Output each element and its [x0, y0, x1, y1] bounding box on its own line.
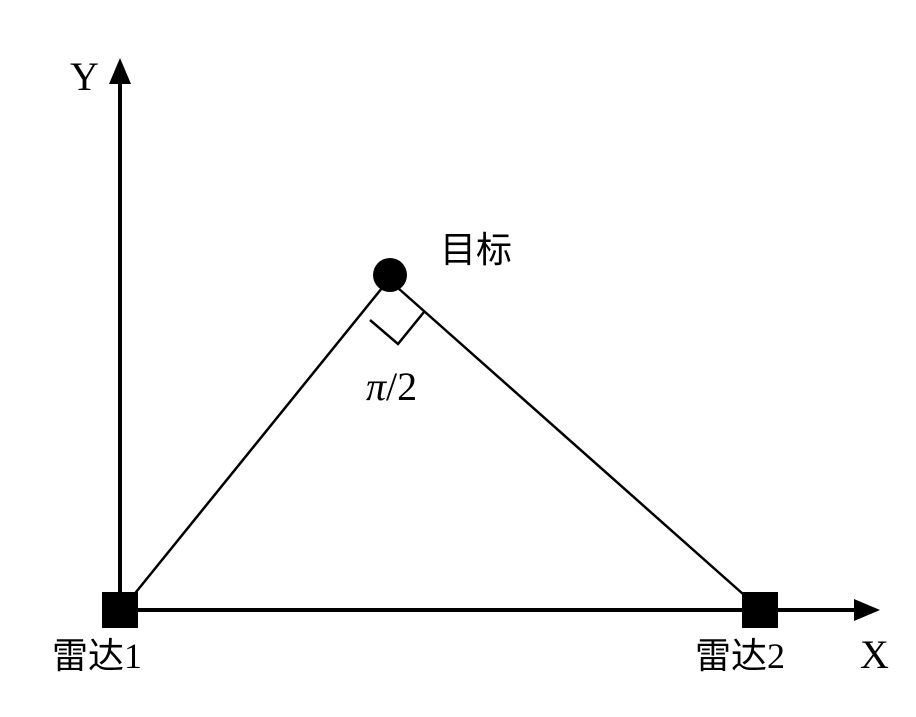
target-marker — [373, 258, 407, 292]
x-axis-label: X — [860, 632, 889, 677]
sight-lines — [128, 288, 752, 602]
radar2-marker — [742, 592, 778, 628]
diagram-canvas: X Y 雷达1 雷达2 目标 π/2 — [0, 0, 916, 717]
y-axis-arrow — [109, 58, 131, 84]
angle-label: π/2 — [366, 364, 417, 409]
target-label: 目标 — [440, 230, 512, 270]
line-radar2-target — [398, 288, 752, 602]
radar1-label: 雷达1 — [52, 636, 142, 676]
right-angle-marker — [370, 312, 424, 344]
radar1-marker — [102, 592, 138, 628]
y-axis-label: Y — [70, 54, 99, 99]
x-axis-arrow — [854, 599, 880, 621]
line-radar1-target — [128, 288, 382, 602]
axes: X Y — [70, 54, 889, 677]
radar2-label: 雷达2 — [695, 636, 785, 676]
